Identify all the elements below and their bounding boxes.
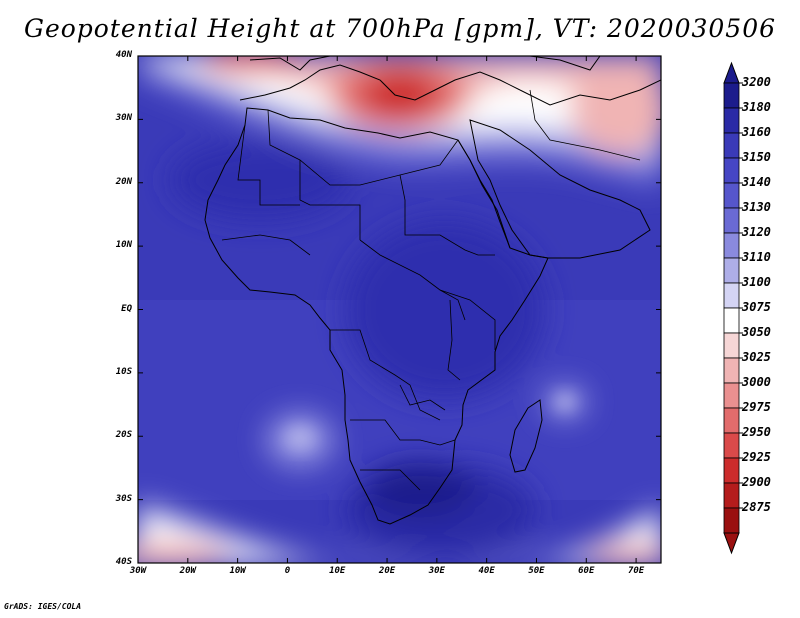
colorbar-level-label: 2900 — [742, 475, 771, 489]
lon-label: 10E — [329, 566, 346, 576]
colorbar-level-label: 2975 — [742, 400, 771, 414]
lon-label: 70E — [627, 566, 645, 576]
lon-label: 30W — [129, 566, 147, 576]
colorbar-swatch — [723, 107, 740, 134]
colorbar-swatch — [723, 382, 740, 409]
lon-label: 0 — [284, 566, 291, 576]
colorbar-swatch — [723, 82, 740, 109]
colorbar-level-label: 3200 — [742, 75, 771, 89]
colorbar-swatch — [723, 207, 740, 234]
axis-ticks — [137, 55, 661, 564]
colorbar-level-label: 3120 — [742, 225, 771, 239]
lon-label: 20E — [378, 566, 396, 576]
colorbar-level-label: 3025 — [742, 350, 771, 364]
colorbar-swatch — [723, 182, 740, 209]
colorbar-swatch — [723, 257, 740, 284]
colorbar-top-arrow — [723, 61, 740, 84]
colorbar-level-label: 3150 — [742, 150, 771, 164]
colorbar-swatch — [723, 482, 740, 509]
colorbar-level-label: 3050 — [742, 325, 771, 339]
lon-label: 40E — [478, 566, 495, 576]
colorbar-swatch — [723, 507, 740, 534]
colorbar — [723, 61, 743, 555]
lon-label: 20W — [179, 566, 196, 576]
lat-label: 40S — [115, 557, 132, 567]
colorbar-level-label: 3075 — [742, 300, 771, 314]
colorbar-level-label: 3130 — [742, 200, 771, 214]
height-field — [138, 56, 661, 563]
lat-label: 10S — [115, 366, 132, 377]
colorbar-level-label: 2950 — [742, 425, 771, 439]
lon-label: 30E — [428, 566, 445, 576]
colorbar-swatch — [723, 157, 740, 184]
colorbar-bottom-arrow — [723, 532, 740, 555]
lat-label: EQ — [121, 303, 132, 314]
lat-label: 20N — [115, 176, 132, 187]
colorbar-level-label: 3180 — [742, 100, 771, 114]
colorbar-swatch — [723, 457, 740, 484]
colorbar-swatch — [723, 407, 740, 434]
country-borders — [221, 89, 641, 491]
colorbar-swatch — [723, 332, 740, 359]
colorbar-level-label: 2925 — [742, 450, 771, 464]
colorbar-swatch — [723, 132, 740, 159]
colorbar-swatch — [723, 307, 740, 334]
lon-label: 50E — [528, 566, 545, 576]
colorbar-level-label: 3110 — [742, 250, 771, 264]
lat-label: 40N — [115, 50, 132, 60]
grads-credit: GrADS: IGES/COLA — [4, 602, 82, 611]
lon-label: 60E — [578, 566, 595, 576]
coastlines — [204, 56, 661, 525]
lat-label: 30N — [115, 113, 132, 124]
lat-label: 10N — [115, 240, 132, 251]
lat-label: 30S — [115, 493, 132, 504]
lon-label: 10W — [229, 566, 246, 576]
colorbar-swatch — [723, 282, 740, 309]
colorbar-level-label: 3140 — [742, 175, 771, 189]
colorbar-level-label: 2875 — [742, 500, 771, 514]
colorbar-level-label: 3000 — [742, 375, 771, 389]
lat-label: 20S — [115, 430, 132, 441]
map-title: Geopotential Height at 700hPa [gpm], VT:… — [23, 14, 777, 43]
colorbar-swatch — [723, 232, 740, 259]
colorbar-level-label: 3100 — [742, 275, 771, 289]
colorbar-level-label: 3160 — [742, 125, 771, 139]
colorbar-swatch — [723, 357, 740, 384]
colorbar-swatch — [723, 432, 740, 459]
